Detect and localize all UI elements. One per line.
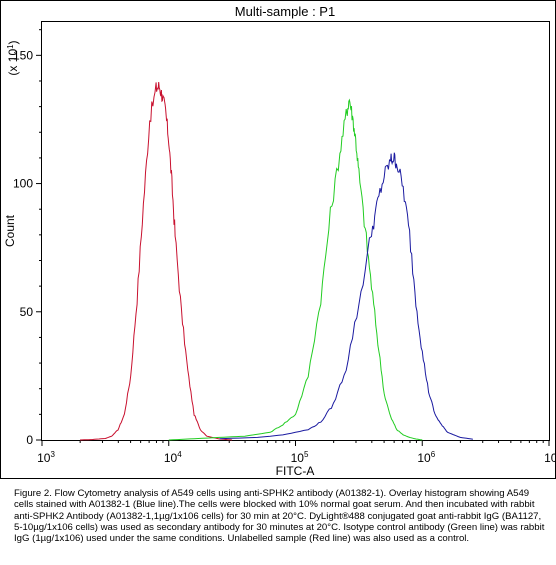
outer-frame [0,0,556,479]
series-lines [79,82,473,441]
chart-title: Multi-sample : P1 [235,4,335,19]
axis-ticks: 103 104 105 106 107 0 50 100 150 [13,29,556,465]
series-line-1 [168,98,423,441]
y-multiplier-label: (x 101) [6,40,20,75]
y-tick-label: 100 [13,177,33,191]
figure-caption: Figure 2. Flow Cytometry analysis of A54… [14,488,545,545]
y-tick-label: 150 [13,48,33,62]
x-tick-label: 107 [544,450,556,465]
x-tick-label: 105 [291,450,309,465]
y-axis-label: Count [3,214,17,247]
histogram-chart: Multi-sample : P1 (x 101) Count FITC-A 1… [0,0,556,479]
x-axis-label: FITC-A [276,464,315,478]
x-tick-label: 104 [164,450,182,465]
series-line-0 [79,82,233,441]
series-line-2 [219,152,473,440]
y-tick-label: 0 [26,433,33,447]
x-tick-label: 106 [417,450,435,465]
y-tick-label: 50 [20,305,34,319]
plot-area [41,21,550,441]
flow-cytometry-figure: Multi-sample : P1 (x 101) Count FITC-A 1… [0,0,556,479]
x-tick-label: 103 [37,450,55,465]
